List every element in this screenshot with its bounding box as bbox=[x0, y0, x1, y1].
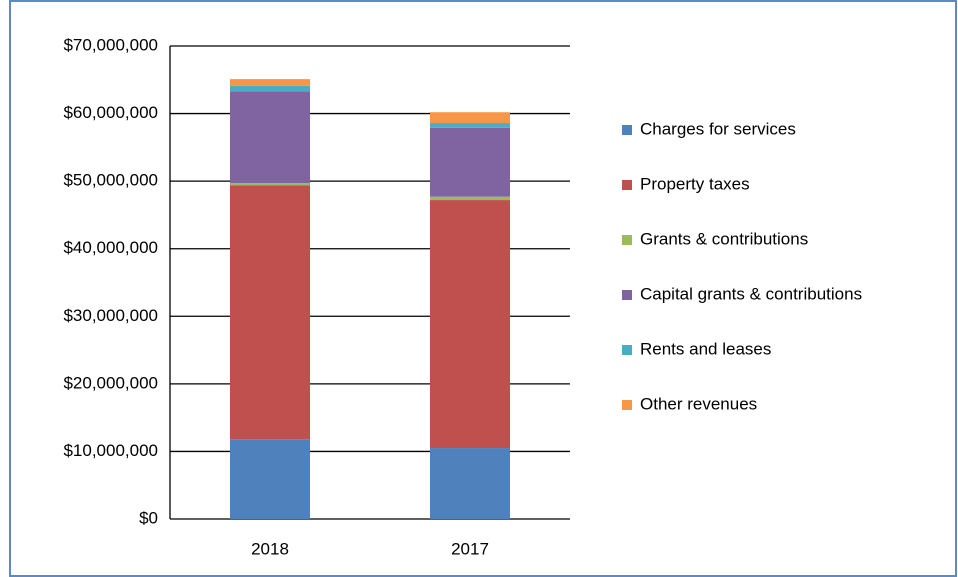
legend-swatch bbox=[622, 125, 632, 135]
bar-segment bbox=[230, 183, 310, 186]
y-tick-label: $70,000,000 bbox=[63, 35, 158, 54]
chart-frame bbox=[9, 0, 957, 577]
bar-segment bbox=[230, 85, 310, 92]
bar-segment bbox=[430, 196, 510, 201]
y-tick-label: $20,000,000 bbox=[63, 373, 158, 392]
y-tick-label: $10,000,000 bbox=[63, 441, 158, 460]
bar-segment bbox=[430, 200, 510, 449]
bar-segment bbox=[230, 79, 310, 86]
bar-segment bbox=[430, 127, 510, 197]
legend-label: Property taxes bbox=[640, 174, 750, 193]
bar-segment bbox=[230, 91, 310, 184]
bar-segment bbox=[430, 123, 510, 128]
legend-label: Grants & contributions bbox=[640, 229, 808, 248]
bar-segment bbox=[430, 112, 510, 124]
legend-swatch bbox=[622, 345, 632, 355]
bar-segment bbox=[230, 185, 310, 440]
y-tick-label: $30,000,000 bbox=[63, 306, 158, 325]
y-tick-label: $0 bbox=[139, 508, 158, 527]
y-tick-label: $40,000,000 bbox=[63, 238, 158, 257]
legend-label: Charges for services bbox=[640, 119, 796, 138]
x-tick-label: 2018 bbox=[251, 539, 289, 558]
x-tick-label: 2017 bbox=[451, 539, 489, 558]
legend-label: Other revenues bbox=[640, 394, 757, 413]
legend-swatch bbox=[622, 235, 632, 245]
bar-segment bbox=[230, 439, 310, 519]
y-tick-label: $50,000,000 bbox=[63, 171, 158, 190]
legend-swatch bbox=[622, 400, 632, 410]
legend-swatch bbox=[622, 180, 632, 190]
bar-segment bbox=[430, 448, 510, 519]
y-tick-label: $60,000,000 bbox=[63, 103, 158, 122]
legend-label: Rents and leases bbox=[640, 339, 771, 358]
legend-swatch bbox=[622, 290, 632, 300]
legend-label: Capital grants & contributions bbox=[640, 284, 862, 303]
